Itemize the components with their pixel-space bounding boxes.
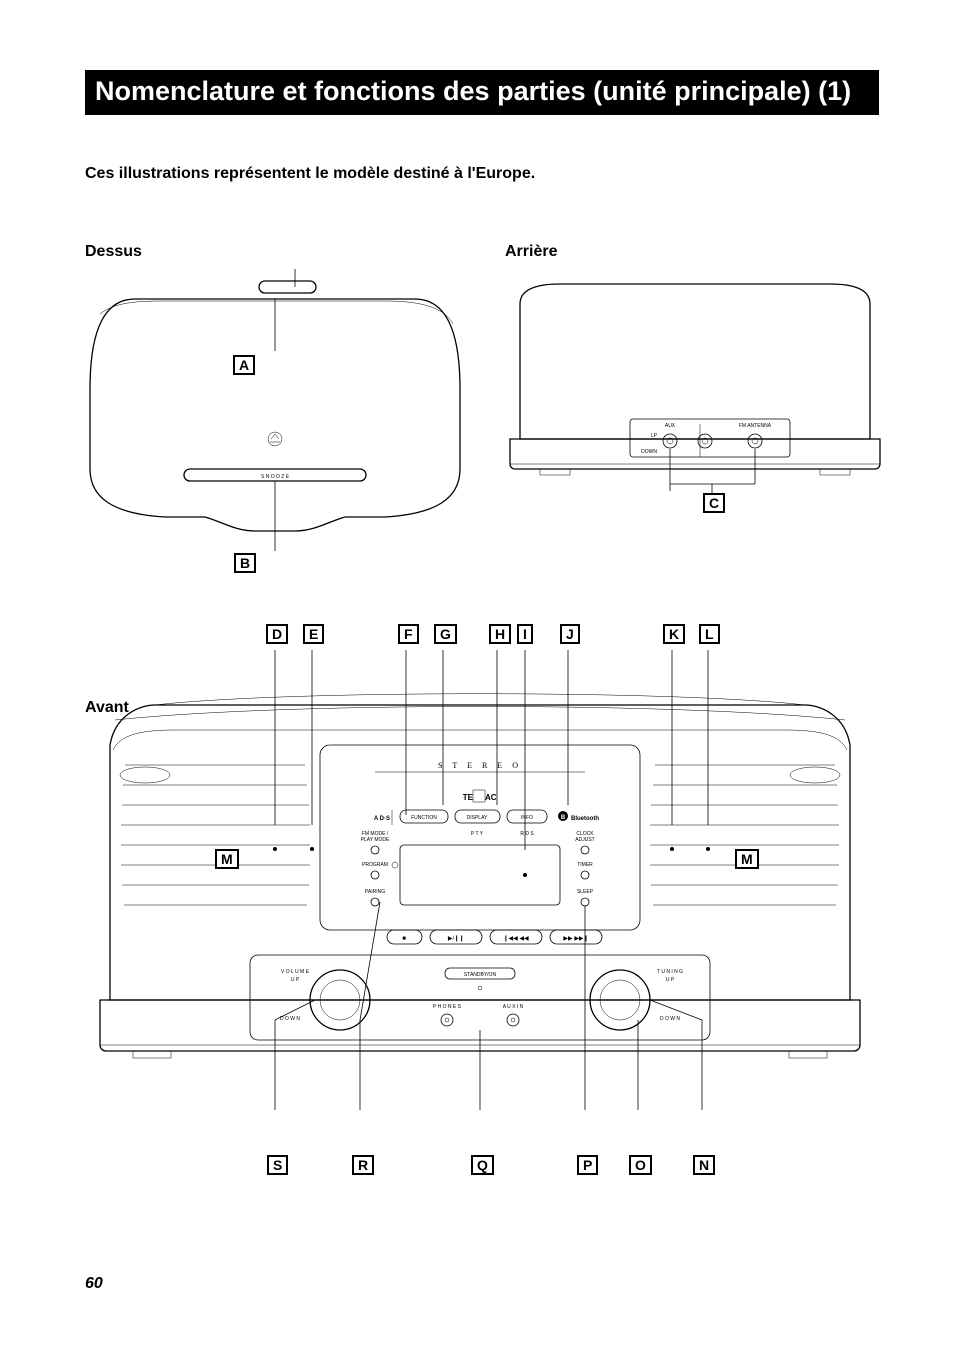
btn-function: FUNCTION [411,815,437,821]
standby: STANDBY/ON [464,972,497,978]
callout-L: L [699,624,720,644]
brand-te: TE [463,793,474,802]
callout-D: D [266,624,288,644]
callout-K: K [663,624,685,644]
btn-prev: ❙◀◀ ◀◀ [503,935,529,942]
callout-I: I [517,624,533,644]
top-row: Dessus S N O O Z E [85,243,879,584]
speaker-left [120,765,310,905]
vol-down: D O W N [280,1016,300,1022]
diagram-front: S T E R E O TE AC A D·S FUNCTION DISPLAY… [85,650,875,1150]
figure-front: D E F G H I J K L Avant [85,624,875,1177]
program: PROGRAM [362,862,388,868]
callout-E: E [303,624,324,644]
callout-S: S [267,1155,288,1175]
figure-top: Dessus S N O O Z E [85,243,465,584]
callout-row-bottom: S R Q P O N [85,1155,875,1177]
callout-M-left: M [215,849,239,869]
callout-C: C [703,493,725,513]
tun-up: U P [666,977,675,983]
volume: V O L U M E [281,969,310,975]
bt-icon: B [561,815,566,821]
pairing: PAIRING [365,889,385,895]
text-snooze: S N O O Z E [261,474,290,480]
rear-lp: LP [651,433,658,439]
auxin: A U X I N [503,1004,524,1010]
pty: P T Y [471,831,484,837]
btn-display: DISPLAY [467,815,488,821]
speaker-right [650,765,840,905]
brand-ac: AC [485,793,497,802]
tun-down: D O W N [660,1016,680,1022]
btn-info: INFO [521,815,533,821]
btn-play: ▶/❙❙ [448,935,464,942]
callout-A: A [233,355,255,375]
callout-O: O [629,1155,652,1175]
tuning: T U N I N G [657,969,683,975]
callout-G: G [434,624,457,644]
callout-F: F [398,624,419,644]
label-rear: Arrière [505,243,885,261]
sleep: SLEEP [577,889,594,895]
callout-R: R [352,1155,374,1175]
callout-H: H [489,624,511,644]
btn-stop: ■ [402,936,406,942]
label-front: Avant [85,699,129,717]
rds: R D S [520,831,534,837]
page-number: 60 [85,1275,103,1293]
vol-up: U P [291,977,300,983]
callout-J: J [560,624,580,644]
diagram-rear: AUX LP FM ANTENNA DOWN [505,269,885,529]
callout-row-top: D E F G H I J K L [85,624,875,650]
rear-fm: FM ANTENNA [739,423,772,429]
timer: TIMER [577,862,593,868]
callout-M-right: M [735,849,759,869]
bt-text: Bluetooth [571,816,599,822]
callout-P: P [577,1155,598,1175]
label-top: Dessus [85,243,465,261]
rear-down: DOWN [641,449,657,455]
rear-aux: AUX [665,423,676,429]
figure-rear: Arrière AUX LP FM ANTENNA [505,243,885,534]
fm-mode2: PLAY MODE [361,837,390,843]
callout-B: B [234,553,256,573]
ads-text: A D·S [374,816,390,822]
page-title-bar: Nomenclature et fonctions des parties (u… [85,70,879,115]
phones: P H O N E S [433,1004,462,1010]
stereo-text: S T E R E O [438,761,522,770]
diagram-top: S N O O Z E [85,269,465,579]
callout-N: N [693,1155,715,1175]
callout-Q: Q [471,1155,494,1175]
adjust: ADJUST [575,837,594,843]
page-subtitle: Ces illustrations représentent le modèle… [85,165,879,183]
page-title: Nomenclature et fonctions des parties (u… [95,76,851,106]
page: Nomenclature et fonctions des parties (u… [0,0,954,1348]
